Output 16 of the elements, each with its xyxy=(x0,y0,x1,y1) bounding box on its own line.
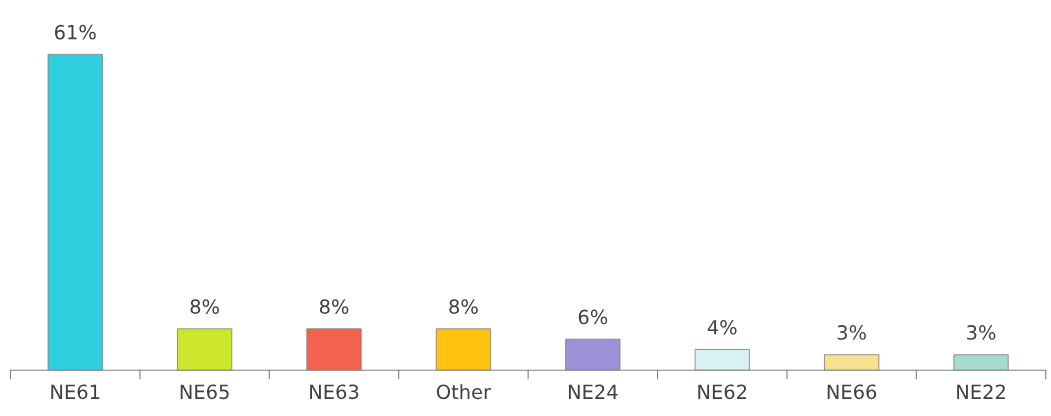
x-tick-label: NE66 xyxy=(827,384,877,400)
data-label: 3% xyxy=(967,325,996,340)
x-tick-label: NE22 xyxy=(957,384,1005,399)
x-tick-label: NE24 xyxy=(568,384,618,399)
x-tick-label: NE62 xyxy=(698,384,747,400)
x-tick-label: NE63 xyxy=(310,384,359,400)
data-label: 8% xyxy=(190,299,219,314)
data-label: 8% xyxy=(319,299,349,314)
data-label: 8% xyxy=(449,299,478,314)
data-label: 3% xyxy=(837,325,866,340)
x-tick-label: NE65 xyxy=(180,384,229,400)
data-label: 61% xyxy=(54,24,96,40)
x-tick-label: NE61 xyxy=(51,384,100,400)
data-label: 4% xyxy=(707,319,737,335)
x-tick-label: Other xyxy=(436,384,492,400)
data-label: 6% xyxy=(578,309,608,325)
